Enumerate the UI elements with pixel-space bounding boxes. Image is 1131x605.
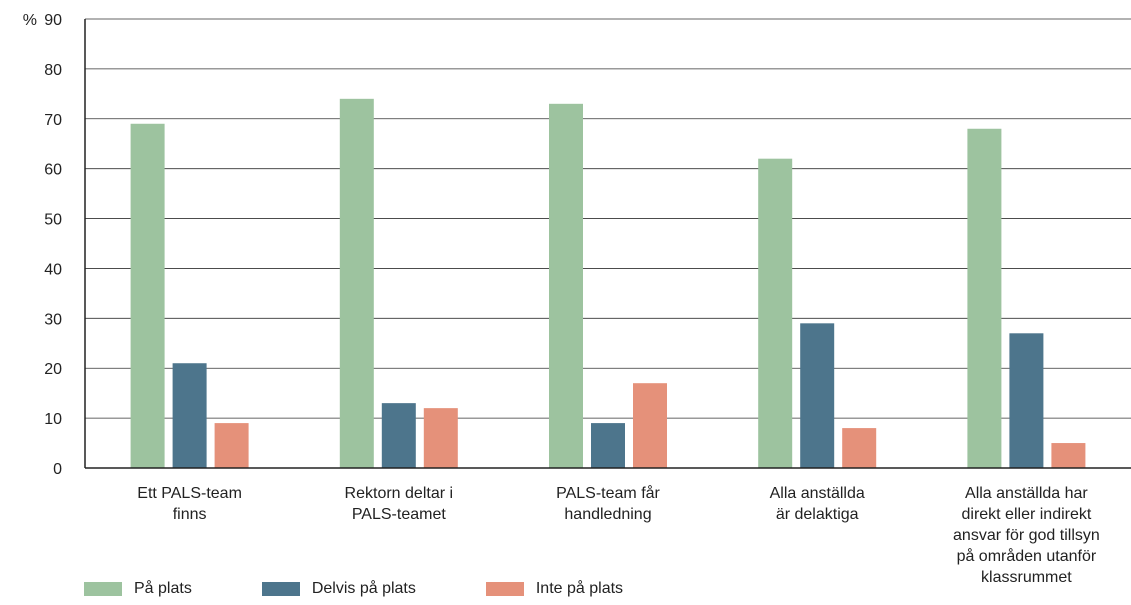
y-tick-label: 80: [44, 62, 62, 79]
bar: [842, 428, 877, 468]
legend-swatch: [84, 582, 122, 596]
legend: På plats Delvis på plats Inte på plats: [84, 580, 623, 598]
bars: [130, 98, 1086, 469]
category-labels: Ett PALS-team finns Rektorn deltar i PALS-t…: [137, 484, 1099, 586]
category-label: Alla anställda har direkt eller indirekt a…: [953, 485, 1100, 586]
category-label: PALS-team får handledning: [556, 484, 660, 523]
legend-item-inte-pa-plats: Inte på plats: [485, 580, 624, 598]
category-label: Rektorn deltar i PALS-teamet: [345, 485, 454, 523]
y-tick-label: 60: [44, 162, 62, 179]
bar: [423, 408, 458, 468]
category-label: Alla anställda är delaktiga: [770, 485, 865, 523]
bar: [633, 383, 667, 468]
y-tick-label: 0: [53, 461, 62, 478]
legend-label: Delvis på plats: [311, 580, 416, 597]
y-unit-label: %: [23, 12, 37, 29]
bar: [172, 363, 207, 468]
bar: [1051, 443, 1086, 468]
bar: [800, 323, 835, 468]
y-tick-label: 20: [44, 361, 62, 378]
bar: [339, 98, 374, 469]
y-tick-label: 40: [44, 261, 62, 278]
legend-swatch: [261, 582, 300, 596]
bar: [758, 158, 793, 468]
y-tick-label: 50: [44, 212, 62, 229]
legend-swatch: [485, 582, 524, 596]
gridlines: [85, 18, 1131, 419]
y-tick-label: 30: [44, 311, 62, 328]
legend-label: På plats: [134, 580, 192, 597]
bar: [1009, 333, 1044, 468]
y-axis-ticks: 0 10 20 30 40 50 60 70 80 90%: [23, 12, 62, 478]
y-tick-label: 90: [44, 12, 62, 29]
bar: [214, 423, 249, 468]
y-tick-label: 10: [44, 411, 62, 428]
legend-label: Inte på plats: [535, 580, 624, 597]
category-label: Ett PALS-team finns: [137, 485, 242, 523]
legend-item-pa-plats: På plats: [84, 580, 192, 598]
bar: [130, 123, 165, 469]
bar: [381, 403, 416, 468]
y-tick-label: 70: [44, 112, 62, 129]
bar: [967, 128, 1002, 468]
legend-item-delvis-pa-plats: Delvis på plats: [261, 580, 416, 598]
bar: [591, 423, 625, 468]
bar: [549, 103, 583, 469]
